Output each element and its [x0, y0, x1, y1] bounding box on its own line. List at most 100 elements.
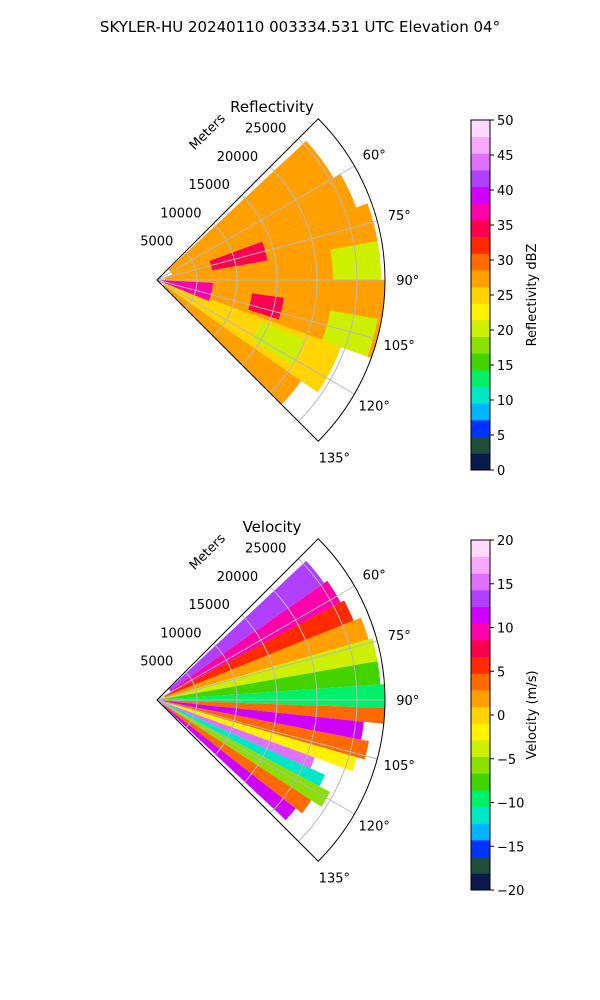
colorbar-segment	[471, 170, 490, 188]
colorbar-segment	[471, 740, 490, 758]
colorbar-tick-label: 0	[497, 464, 505, 479]
colorbar-segment	[471, 723, 490, 741]
grid-spoke	[156, 279, 355, 395]
azimuth-tick-label: 90°	[396, 694, 419, 709]
colorbar-tick-label: 0	[497, 709, 505, 724]
colorbar-tick-label: 40	[497, 184, 514, 199]
colorbar-tick-label: 10	[497, 622, 514, 637]
grid	[156, 558, 385, 862]
colorbar-segment	[471, 353, 490, 371]
colorbar-segment	[471, 590, 490, 608]
colorbar: −20 −15 −10 −5 0 5 10 15 20 Velocity (m/s)	[470, 534, 540, 899]
colorbar-tick-label: 35	[497, 219, 514, 234]
colorbar-tick-label: 15	[497, 578, 514, 593]
azimuth-tick-label: 75°	[388, 629, 411, 644]
colorbar-tick-label: 30	[497, 254, 514, 269]
grid-spoke	[156, 165, 355, 281]
colorbar-segment	[471, 690, 490, 708]
data-layer	[157, 560, 386, 821]
radial-axis-label: Meters	[187, 531, 229, 573]
plot-frame	[156, 118, 386, 442]
colorbar-segment	[471, 540, 490, 558]
colorbar-segment	[471, 640, 490, 658]
data-sector	[157, 700, 357, 772]
colorbar-segment	[471, 873, 490, 891]
plot-frame	[156, 538, 386, 862]
colorbar-tick-label: 20	[497, 324, 514, 339]
colorbar-segment	[471, 656, 490, 674]
grid-spoke	[156, 699, 355, 815]
radial-tick-label: 15000	[188, 178, 229, 193]
colorbar-segment	[471, 706, 490, 724]
colorbar-segment	[471, 370, 490, 388]
data-sector	[163, 282, 342, 393]
radial-tick-label: 15000	[188, 598, 229, 613]
grid-spoke	[156, 585, 355, 701]
radial-tick-label: 5000	[140, 235, 173, 250]
radial-axis-label: Meters	[187, 111, 229, 153]
radial-tick-label: 20000	[217, 150, 258, 165]
colorbar-segment	[471, 386, 490, 404]
panel-title: Velocity	[243, 518, 302, 536]
colorbar-tick-label: 5	[497, 665, 505, 680]
colorbar-segment	[471, 153, 490, 171]
data-sector	[157, 661, 381, 700]
colorbar-segment	[471, 773, 490, 791]
colorbar: 0 5 10 15 20 25 30 35 40 45 50 Reflectivity dBZ	[470, 114, 540, 479]
grid-spoke	[156, 640, 378, 701]
data-sector	[157, 700, 364, 740]
velocity-panel: Velocity 5000 10000 15000 20000 25000 Meters 60…	[140, 518, 540, 899]
colorbar-tick-label: 45	[497, 149, 514, 164]
colorbar-tick-label: 20	[497, 534, 514, 549]
azimuth-tick-label: 120°	[359, 399, 390, 414]
colorbar-tick-label: 15	[497, 359, 514, 374]
colorbar-segment	[471, 623, 490, 641]
colorbar-segment	[471, 186, 490, 204]
colorbar-label: Velocity (m/s)	[525, 670, 540, 759]
data-sector	[157, 638, 378, 700]
colorbar-segment	[471, 203, 490, 221]
data-sector	[157, 700, 331, 807]
colorbar-segment	[471, 253, 490, 271]
azimuth-tick-label: 90°	[396, 274, 419, 289]
colorbar-tick-label: −10	[497, 797, 524, 812]
colorbar-segment	[471, 270, 490, 288]
grid-spoke	[156, 279, 378, 340]
data-sector	[157, 700, 312, 814]
azimuth-tick-label: 120°	[359, 819, 390, 834]
colorbar-segment	[471, 236, 490, 254]
colorbar-tick-label: 10	[497, 394, 514, 409]
azimuth-tick-label: 60°	[363, 569, 386, 584]
colorbar-segment	[471, 436, 490, 454]
colorbar-segment	[471, 673, 490, 691]
figure-suptitle: SKYLER-HU 20240110 003334.531 UTC Elevat…	[100, 18, 500, 36]
azimuth-tick-label: 105°	[384, 339, 415, 354]
reflectivity-panel: Reflectivity 5000 10000 15000 20000 25000 Mete…	[140, 98, 540, 479]
colorbar-segment	[471, 120, 490, 138]
data-sector	[168, 140, 334, 272]
radial-tick-label: 20000	[217, 570, 258, 585]
colorbar-segment	[471, 823, 490, 841]
colorbar-segment	[471, 606, 490, 624]
azimuth-tick-label: 75°	[388, 209, 411, 224]
colorbar-tick-label: 25	[497, 289, 514, 304]
data-sector	[157, 684, 386, 708]
colorbar-tick-label: −20	[497, 884, 524, 899]
colorbar-tick-label: −5	[497, 753, 516, 768]
grid-spoke	[156, 699, 378, 760]
radial-tick-label: 10000	[160, 206, 201, 221]
colorbar-tick-label: −15	[497, 840, 524, 855]
azimuth-tick-label: 135°	[319, 871, 350, 886]
radial-tick-label: 5000	[140, 655, 173, 670]
colorbar-segment	[471, 303, 490, 321]
panel-title: Reflectivity	[230, 98, 314, 116]
data-sector	[157, 280, 213, 301]
data-sector	[157, 700, 326, 787]
data-sector	[162, 704, 296, 821]
colorbar-segment	[471, 220, 490, 238]
azimuth-tick-label: 105°	[384, 759, 415, 774]
colorbar-segment	[471, 320, 490, 338]
data-sector	[157, 700, 315, 769]
colorbar-segment	[471, 856, 490, 874]
